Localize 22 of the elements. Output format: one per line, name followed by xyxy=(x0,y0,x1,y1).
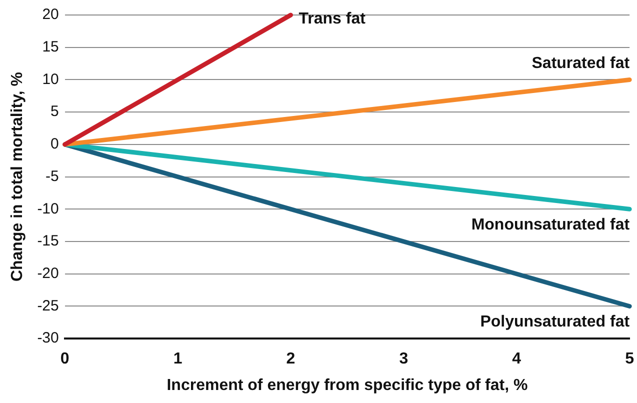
y-tick-label: 20 xyxy=(42,6,59,24)
y-tick-label: -20 xyxy=(37,265,59,282)
series-label: Saturated fat xyxy=(532,55,630,72)
y-tick-label: -15 xyxy=(37,232,59,250)
x-tick-label: 1 xyxy=(173,350,182,368)
series-label: Monounsaturated fat xyxy=(471,216,630,234)
y-tick-label: -10 xyxy=(37,200,59,218)
y-tick-label: 5 xyxy=(50,103,59,120)
y-tick-label: 0 xyxy=(50,136,59,153)
x-tick-label: 3 xyxy=(399,350,408,368)
x-tick-label: 2 xyxy=(286,350,296,368)
y-tick-label: -5 xyxy=(46,168,59,185)
series-label: Trans fat xyxy=(298,10,366,28)
x-axis-title: Increment of energy from specific type of fat, % xyxy=(166,376,528,394)
y-tick-label: 10 xyxy=(42,70,59,88)
series-label: Polyunsaturated fat xyxy=(480,314,630,331)
y-tick-label: 15 xyxy=(42,38,59,56)
x-tick-label: 4 xyxy=(512,350,522,368)
y-tick-label: -25 xyxy=(37,297,59,314)
y-tick-label: -30 xyxy=(37,330,59,347)
x-tick-label: 5 xyxy=(625,350,634,368)
y-axis-title: Change in total mortality, % xyxy=(9,72,26,282)
